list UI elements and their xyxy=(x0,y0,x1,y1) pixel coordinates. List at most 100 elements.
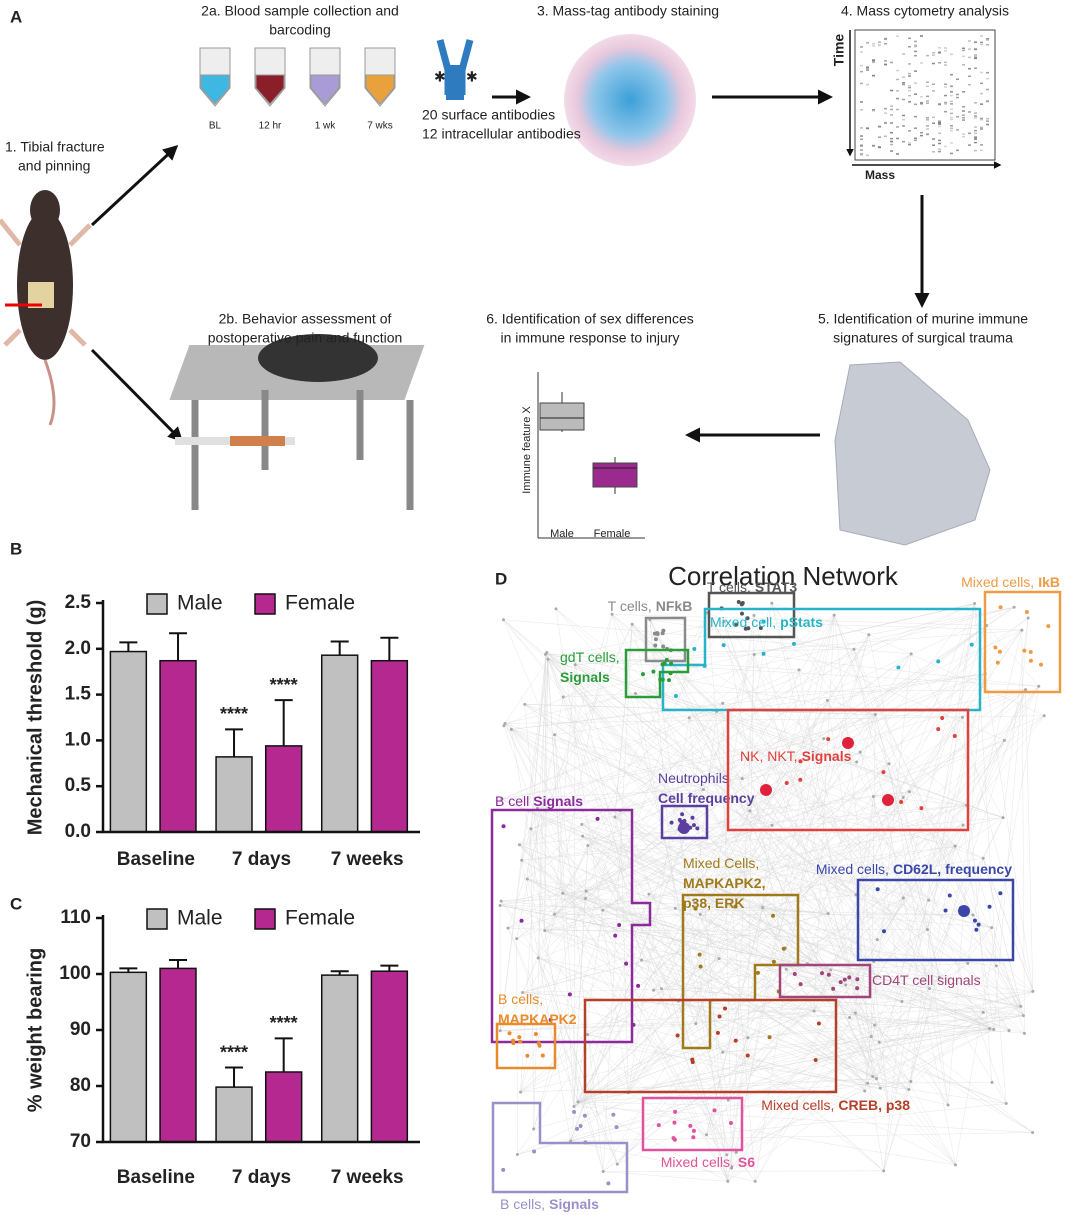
network-node xyxy=(548,1017,553,1022)
cyto-event xyxy=(902,53,905,55)
network-node xyxy=(909,652,913,656)
network-edge xyxy=(873,897,904,962)
cyto-event xyxy=(902,114,905,117)
network-node xyxy=(875,938,879,942)
cyto-event xyxy=(884,135,887,138)
network-node xyxy=(852,647,856,651)
network-edge xyxy=(833,615,904,798)
network-edge xyxy=(503,619,704,790)
network-node xyxy=(838,980,843,985)
cyto-event xyxy=(914,93,917,95)
legend-swatch xyxy=(146,908,168,930)
network-edge xyxy=(582,835,994,1030)
cyto-event xyxy=(980,144,983,146)
network-edge xyxy=(527,878,756,1182)
y-tick-label: 1.5 xyxy=(65,684,92,705)
network-node xyxy=(937,975,941,979)
network-edge xyxy=(877,939,930,989)
network-node xyxy=(701,787,705,791)
cyto-event xyxy=(986,44,989,46)
cyto-event xyxy=(908,142,911,144)
group-label-part: Mixed Cells, xyxy=(683,855,759,871)
network-node xyxy=(1021,1014,1025,1018)
network-edge xyxy=(718,689,1026,959)
network-edge xyxy=(724,621,877,1079)
network-node xyxy=(717,1014,722,1019)
network-edge xyxy=(688,717,787,970)
network-node xyxy=(919,806,924,811)
network-node xyxy=(853,1011,857,1015)
network-edge xyxy=(504,723,875,1026)
network-edge xyxy=(530,828,534,1129)
network-edge xyxy=(503,619,912,655)
network-edge xyxy=(927,673,986,930)
network-node xyxy=(947,893,952,898)
network-edge xyxy=(632,624,1024,1016)
network-node xyxy=(990,926,994,930)
network-node xyxy=(855,986,860,991)
network-node xyxy=(503,721,507,725)
network-node xyxy=(791,641,796,646)
cyto-event xyxy=(908,84,911,87)
tube-label: 12 hr xyxy=(259,121,282,132)
network-edge xyxy=(587,789,704,846)
network-edge xyxy=(731,805,967,1169)
group-label-part: STAT3 xyxy=(755,579,797,595)
network-edge xyxy=(585,898,829,914)
cyto-event xyxy=(980,118,983,121)
cyto-event xyxy=(950,85,953,88)
network-node xyxy=(666,678,671,683)
network-node xyxy=(532,1127,536,1131)
group-label: Neutrophils xyxy=(658,770,729,786)
network-node xyxy=(601,1170,605,1174)
cyto-event xyxy=(932,90,935,92)
network-edge xyxy=(501,738,824,800)
cyto-event xyxy=(872,75,875,77)
network-edge xyxy=(700,810,751,915)
network-edge xyxy=(754,897,904,1182)
panel-label: B xyxy=(10,539,22,558)
network-edge xyxy=(546,652,564,894)
network-node xyxy=(501,824,506,829)
group-label: B cell Signals xyxy=(495,793,583,809)
network-edge xyxy=(883,1001,903,1171)
cyto-event xyxy=(884,37,887,40)
network-node xyxy=(640,958,644,962)
network-edge xyxy=(868,634,940,978)
network-edge xyxy=(649,619,881,1089)
network-edge xyxy=(649,619,1024,1016)
network-edge xyxy=(500,901,629,1093)
network-edge xyxy=(504,607,1015,724)
cyto-event xyxy=(974,112,977,114)
cyto-event xyxy=(950,53,953,56)
network-edge xyxy=(521,624,633,861)
network-edge xyxy=(722,1036,872,1053)
network-edge xyxy=(527,878,877,1079)
network-edge xyxy=(675,738,824,909)
network-edge xyxy=(570,1132,1033,1142)
network-node xyxy=(498,1029,502,1033)
network-node xyxy=(943,908,948,913)
network-edge xyxy=(853,649,974,916)
network-node xyxy=(734,1150,738,1154)
cyto-event xyxy=(926,100,929,102)
network-edge xyxy=(573,817,1004,1107)
group-label-part: T cells, xyxy=(707,579,751,595)
network-edge xyxy=(578,1010,815,1103)
cyto-event xyxy=(986,117,989,120)
network-node xyxy=(1024,688,1028,692)
cyto-event xyxy=(890,108,893,111)
network-edge xyxy=(602,653,912,1172)
network-node xyxy=(844,983,848,987)
network-edge xyxy=(517,649,855,1155)
cyto-event xyxy=(866,69,869,72)
network-edge xyxy=(586,740,1005,892)
group-label-part: CD4T cell signals xyxy=(872,972,981,988)
network-edge xyxy=(873,740,1005,797)
cyto-event xyxy=(908,37,911,40)
cyto-event xyxy=(884,112,887,114)
network-node xyxy=(1012,605,1016,609)
network-edge xyxy=(521,808,538,861)
network-edge xyxy=(833,615,890,1110)
group-label: MAPKAPK2, xyxy=(683,875,765,891)
